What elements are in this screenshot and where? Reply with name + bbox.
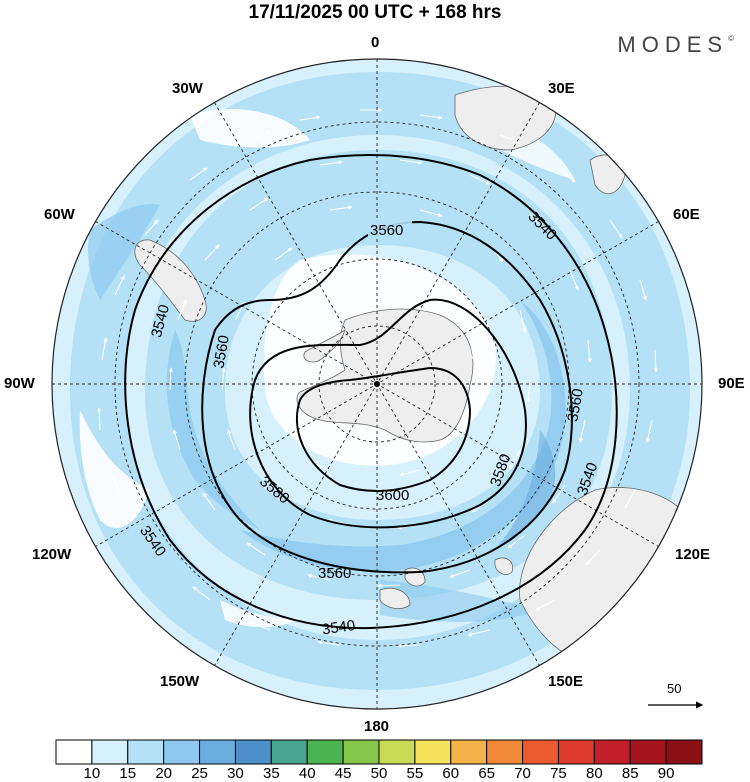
contour-label: 3560 [318,565,351,582]
colorbar-tick-label: 35 [262,765,280,782]
contour-3600 [295,366,472,493]
colorbar-tick-label: 55 [406,765,424,782]
colorbar-swatch [306,739,344,765]
brand-name: MODES [617,32,729,57]
reference-vector: 50 [648,681,704,709]
jet-streak-south [380,580,540,622]
colorbar-tick-label: 10 [83,765,101,782]
calm-patch-s [220,600,300,628]
colorbar-swatch [91,739,129,765]
colorbar-tick-label: 70 [514,765,531,782]
colorbar-swatch [593,739,631,765]
colorbar-tick-label: 90 [657,765,675,782]
colorbar-tick-label: 85 [621,765,639,782]
meridian-label-60w: 60W [44,206,75,223]
wind-band-main [145,150,612,600]
meridian-label-90e: 90E [718,375,745,392]
copyright-mark: © [728,34,734,43]
meridian-label-30e: 30E [548,80,575,97]
colorbar-tick-label: 80 [585,765,603,782]
colorbar-swatch [55,739,93,765]
map-boundary [51,58,703,710]
colorbar-swatch [163,739,201,765]
contour-label: 3560 [210,334,233,370]
colorbar-swatch [414,739,452,765]
colorbar-swatch [270,739,308,765]
meridian-label-30w: 30W [172,80,203,97]
contour-3580 [249,298,527,529]
map-title: 17/11/2025 00 UTC + 168 hrs [248,2,502,23]
contour-label: 3560 [370,222,403,239]
colorbar-tick-label: 65 [478,765,495,782]
jet-core-west [166,330,260,530]
jet-streak-east [495,430,556,550]
wind-speed-field: 3560 3540 3540 3560 3560 3580 3600 3580 … [52,59,702,709]
colorbar-tick-label: 50 [370,765,388,782]
meridian-label-180: 180 [364,718,390,735]
meridian-label-120e: 120E [675,546,711,563]
antarctic-peninsula [303,329,346,363]
tasmania [494,557,513,575]
meridian-label-150w: 150W [160,673,200,690]
colorbar-swatch [486,739,524,765]
meridian-label-150e: 150E [548,673,584,690]
contour-3540 [124,154,618,630]
colorbar-swatch [665,739,703,765]
colorbar-swatch [342,739,380,765]
wind-vectors [96,107,659,649]
colorbar-swatch [127,739,165,765]
colorbar-tick-label: 40 [298,765,316,782]
colorbar-swatch [199,739,236,765]
meridian-label-60e: 60E [673,206,700,223]
colorbar-swatch [450,739,488,765]
colorbar-swatch [557,739,595,765]
colorbar-tick-label: 15 [119,765,137,782]
colorbar [55,739,703,765]
colorbar-tick-label: 30 [227,765,244,782]
colorbar-tick-label: 25 [191,765,208,782]
south-america [134,239,207,322]
land-masses [134,85,701,666]
contour-label: 3560 [564,387,587,423]
colorbar-swatch [378,739,416,765]
colorbar-tick-label: 45 [334,765,352,782]
meridian-label-0: 0 [371,34,380,51]
contour-3560 [201,220,573,574]
colorbar-swatch [234,739,272,765]
colorbar-tick-label: 60 [442,765,460,782]
calm-patch-w [79,410,150,529]
contour-label: 3600 [376,487,409,504]
colorbar-tick-label: 75 [550,765,567,782]
colorbar-tick-label: 20 [155,765,172,782]
colorbar-swatch [522,739,559,765]
colorbar-swatch [629,739,667,765]
brand-logo: MODES© [617,32,734,58]
new-zealand [379,588,411,610]
south-pole-marker [374,381,380,387]
meridian-label-90w: 90W [4,375,35,392]
reference-vector-label: 50 [667,681,681,696]
meridian-label-120w: 120W [32,546,72,563]
contour-label: 3540 [321,617,356,638]
calm-patch-nw [190,109,310,148]
height-contours [124,154,618,630]
